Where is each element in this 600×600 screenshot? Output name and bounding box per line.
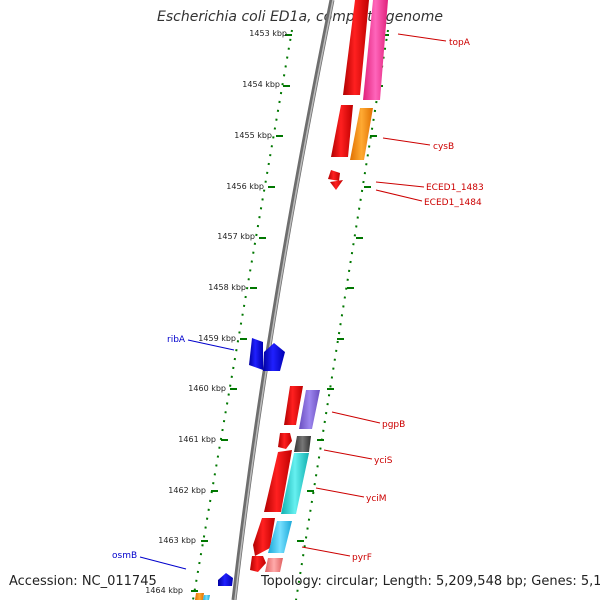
tick-label: 1462 kbp	[168, 486, 206, 495]
gene-label-ECED1_1483[interactable]: ECED1_1483	[426, 183, 484, 193]
tick-label: 1456 kbp	[226, 182, 264, 191]
category-block-purple	[299, 390, 320, 429]
leader-line-ECED1_1484	[375, 189, 423, 202]
category-block-salmon	[265, 558, 283, 572]
gene-cds-pyrF-b[interactable]	[250, 556, 266, 572]
genome-backbone	[231, 0, 335, 600]
gene-cds-yciS-a[interactable]	[278, 433, 292, 449]
tick-label: 1461 kbp	[178, 435, 216, 444]
gene-cds-ribA[interactable]	[249, 338, 263, 370]
gene-cds-ribA-b[interactable]	[263, 343, 285, 371]
category-block-cyan-small	[203, 595, 210, 600]
gene-label-yciM[interactable]: yciM	[366, 494, 387, 504]
gene-label-pyrF[interactable]: pyrF	[352, 553, 372, 563]
tick-label: 1453 kbp	[249, 29, 287, 38]
category-block-orange	[350, 108, 373, 160]
category-block-orange-small	[195, 593, 204, 600]
gene-label-topA[interactable]: topA	[449, 38, 471, 48]
tick-label: 1457 kbp	[217, 232, 255, 241]
gene-cds-pgpB[interactable]	[284, 386, 303, 425]
category-block-lightcyan	[268, 521, 292, 553]
gene-label-pgpB[interactable]: pgpB	[382, 420, 405, 430]
leader-line-yciS	[323, 449, 373, 460]
gene-label-cysB[interactable]: cysB	[433, 142, 454, 152]
gene-cds-topA[interactable]	[343, 0, 369, 95]
tick-rail-left	[192, 29, 293, 600]
gene-cds-osmB[interactable]	[218, 573, 233, 586]
genome-backbone-highlight	[234, 0, 334, 600]
category-block-pink	[363, 0, 388, 100]
tick-label: 1458 kbp	[208, 283, 246, 292]
gene-cds-pyrF-a[interactable]	[253, 518, 275, 556]
gene-cds-ECED1_1483[interactable]	[328, 170, 340, 181]
leader-line-ECED1_1483	[375, 181, 425, 188]
gene-label-ECED1_1484[interactable]: ECED1_1484	[424, 198, 482, 208]
leader-line-yciM	[315, 487, 365, 498]
tick-label: 1455 kbp	[234, 131, 272, 140]
reverse-cds-track	[195, 338, 285, 600]
tick-label: 1459 kbp	[198, 334, 236, 343]
genome-summary-label: Topology: circular; Length: 5,209,548 bp…	[261, 574, 600, 589]
leader-line-ribA	[187, 339, 235, 351]
tick-label: 1464 kbp	[145, 586, 183, 595]
gene-cds-cysB[interactable]	[331, 105, 353, 157]
gene-label-ribA[interactable]: ribA	[167, 335, 186, 345]
category-track	[265, 0, 388, 572]
tick-label: 1463 kbp	[158, 536, 196, 545]
leader-line-pgpB	[331, 411, 381, 424]
accession-label: Accession: NC_011745	[9, 574, 157, 589]
tick-label: 1454 kbp	[242, 80, 280, 89]
leader-line-pyrF	[301, 546, 351, 557]
forward-cds-track	[250, 0, 369, 572]
leader-lines	[139, 33, 447, 570]
gene-label-yciS[interactable]: yciS	[374, 456, 393, 466]
category-block-cyan	[281, 453, 309, 514]
leader-line-osmB	[139, 556, 187, 570]
tick-rail-right	[295, 29, 389, 600]
leader-line-topA	[397, 33, 447, 42]
leader-line-cysB	[382, 137, 431, 146]
gene-cds-yciM[interactable]	[264, 450, 292, 512]
gene-cds-ECED1_1484[interactable]	[330, 180, 343, 190]
gene-label-osmB[interactable]: osmB	[112, 551, 137, 561]
category-block-gray	[294, 436, 311, 452]
tick-label: 1460 kbp	[188, 384, 226, 393]
